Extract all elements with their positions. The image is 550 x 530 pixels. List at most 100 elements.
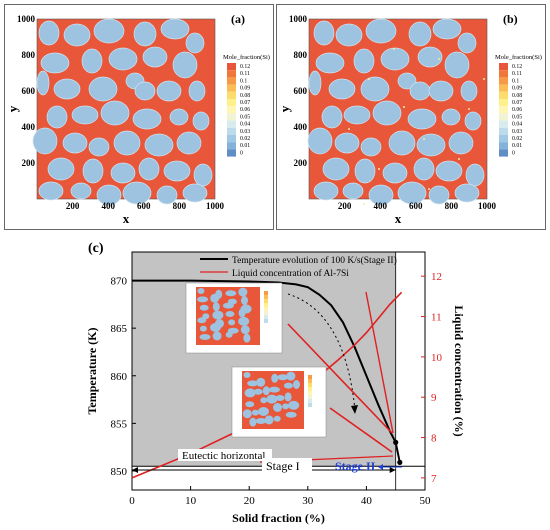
- grain: [163, 160, 191, 182]
- colorbar-label: 0.1: [512, 78, 519, 84]
- colorbar-label: 0.08: [512, 93, 522, 99]
- precipitate-speck: [378, 168, 380, 170]
- colorbar-swatch: [499, 142, 508, 150]
- y-tick-label: 800: [294, 50, 308, 60]
- grain: [365, 18, 397, 44]
- inset-upper-grain: [228, 319, 236, 326]
- inset-lower-colorbar-swatch: [308, 403, 312, 407]
- pointer-arrow-lower: [329, 407, 393, 453]
- y-tick-label: 860: [111, 371, 128, 383]
- x-tick-label: 1000: [206, 201, 225, 211]
- grain: [409, 81, 431, 101]
- grain: [132, 108, 162, 130]
- inset-lower-grain: [288, 400, 300, 410]
- panel-b-frame: 200 400 600 800 1000 200 400 600 800 1000 x y (b) Mol…: [276, 4, 546, 230]
- x-axis-label: x: [123, 211, 130, 226]
- y2-tick-label: 9: [431, 392, 437, 404]
- inset-lower-grain: [260, 397, 268, 404]
- legend-label-liquid: Liquid concentration of Al-7Si: [232, 268, 349, 279]
- grain: [428, 185, 450, 205]
- panel-a-svg: 200 400 600 800 1000 200 400 600 800 1000 x y (a) Mol…: [5, 12, 270, 226]
- grain: [156, 185, 178, 205]
- grain: [182, 183, 208, 203]
- inset-lower-colorbar-swatch: [308, 395, 312, 399]
- x-tick-label: 200: [338, 201, 352, 211]
- precipitate-speck: [428, 188, 430, 190]
- temperature-series-line: [132, 279, 401, 463]
- y-tick-label: 865: [111, 323, 128, 335]
- colorbar-label: 0.09: [240, 86, 250, 92]
- colorbar-label: 0.01: [512, 143, 522, 149]
- grain: [308, 70, 322, 96]
- inset-lower-grain: [273, 403, 282, 412]
- x-tick-label: 200: [66, 201, 80, 211]
- grain: [138, 157, 160, 181]
- colorbar-swatch: [227, 106, 236, 114]
- precipitate-speck: [468, 108, 470, 110]
- grain: [144, 133, 174, 157]
- inset-lower-grain: [243, 372, 251, 378]
- inset-upper-colorbar-swatch: [264, 299, 268, 303]
- grain: [110, 162, 136, 184]
- grain: [47, 157, 75, 181]
- grain: [465, 163, 485, 187]
- inset-lower-grain: [275, 395, 285, 401]
- grain: [388, 130, 416, 156]
- colorbar-swatch: [227, 142, 236, 150]
- inset-lower-grain: [244, 388, 256, 398]
- inset-upper-grain: [197, 288, 205, 294]
- grain: [408, 21, 432, 47]
- colorbar-swatch: [499, 91, 508, 99]
- panel-c: (c) 0 10 20 30 40 50 850 855 860 865 870 7 8 9 10 11 12 So…: [0, 232, 550, 525]
- grain: [71, 105, 99, 125]
- y-tick-label: 400: [294, 122, 308, 132]
- y-tick-label: 800: [22, 50, 36, 60]
- grain: [36, 70, 50, 96]
- grain: [464, 111, 482, 131]
- grain: [417, 46, 443, 68]
- inset-upper-grain: [240, 325, 250, 335]
- colorbar-swatch: [227, 84, 236, 92]
- x-tick-label: 40: [361, 495, 373, 507]
- colorbar-label: 0.03: [240, 129, 250, 135]
- grain: [176, 131, 202, 155]
- panel-label: (b): [503, 12, 518, 26]
- dotted-arrow-head: [351, 405, 358, 414]
- colorbar-swatch: [499, 77, 508, 85]
- y-axis-label: y: [5, 105, 20, 112]
- colorbar-label: 0.08: [240, 93, 250, 99]
- grain: [382, 162, 408, 184]
- stage1-arrow-left: [132, 467, 138, 473]
- y-tick-label: 200: [294, 158, 308, 168]
- grain: [380, 47, 410, 71]
- grain: [133, 21, 157, 47]
- colorbar-label: 0.1: [240, 78, 247, 84]
- x-axis-label: x: [395, 211, 402, 226]
- inset-upper-grain: [215, 289, 223, 299]
- colorbar-label: 0.04: [240, 122, 250, 128]
- grain: [185, 32, 205, 54]
- grain: [38, 181, 64, 201]
- data-point: [397, 459, 403, 465]
- eutectic-annotation: Eutectic horizontal: [182, 450, 265, 462]
- inset-lower-colorbar-swatch: [308, 387, 312, 391]
- x-tick-label: 600: [137, 201, 151, 211]
- grain: [322, 157, 350, 181]
- grain: [192, 111, 210, 131]
- colorbar-label: 0.12: [512, 64, 522, 70]
- grain: [460, 80, 478, 102]
- inset-lower-grain: [282, 403, 290, 410]
- grain: [353, 48, 375, 74]
- inset-lower-grain: [245, 401, 255, 408]
- colorbar-label: 0.03: [512, 129, 522, 135]
- colorbar-label: 0.07: [512, 100, 522, 106]
- inset-upper-grain: [227, 327, 239, 334]
- inset-lower-grain: [258, 407, 269, 416]
- inset-lower-grain: [286, 371, 296, 381]
- inset-lower-grain: [255, 418, 267, 424]
- inset-upper-grain: [212, 310, 224, 320]
- precipitate-speck: [438, 58, 440, 60]
- colorbar-label: 0.06: [512, 107, 522, 113]
- panel-b-svg: 200 400 600 800 1000 200 400 600 800 1000 x y (b) Mol…: [277, 12, 542, 226]
- colorbar-label: 0.01: [240, 143, 250, 149]
